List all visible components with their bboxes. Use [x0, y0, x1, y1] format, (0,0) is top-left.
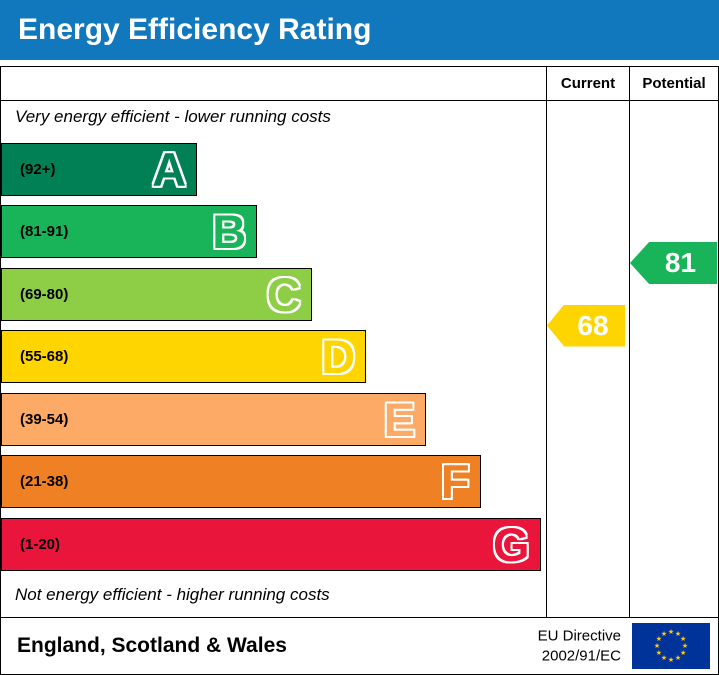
- eu-flag-icon: ★ ★ ★ ★ ★ ★ ★ ★ ★ ★ ★ ★: [632, 623, 710, 669]
- eu-flag-star: ★: [654, 642, 660, 650]
- band-letter: D: [321, 330, 356, 384]
- band-letter: A: [152, 142, 187, 196]
- potential-rating-value: 81: [664, 247, 697, 278]
- band-bar-b: (81-91) B: [1, 205, 258, 259]
- current-rating-arrow: 68: [547, 304, 625, 347]
- band-range-label: (21-38): [20, 473, 69, 491]
- band-row-g: (1-20) G: [1, 513, 546, 576]
- band-row-c: (69-80) C: [1, 263, 546, 326]
- band-bar-e: (39-54) E: [1, 392, 427, 446]
- rating-chart: Current Potential Very energy efficient …: [0, 66, 719, 618]
- band-bar-g: (1-20) G: [1, 517, 541, 571]
- eu-flag-star: ★: [675, 630, 681, 638]
- eu-flag-star: ★: [680, 635, 686, 643]
- eu-flag-star: ★: [682, 642, 688, 650]
- current-column-divider: [546, 67, 547, 617]
- current-rating-value: 68: [577, 309, 609, 341]
- eu-directive-line2: 2002/91/EC: [541, 647, 621, 664]
- band-row-e: (39-54) E: [1, 388, 546, 451]
- band-row-d: (55-68) D: [1, 326, 546, 389]
- rating-bands: (92+) A (81-91) B (69-80) C (55-68): [1, 138, 546, 576]
- header-banner: Energy Efficiency Rating: [0, 0, 719, 60]
- potential-column-divider: [629, 67, 630, 617]
- column-header-divider: [1, 100, 718, 101]
- footer: England, Scotland & Wales EU Directive 2…: [0, 618, 719, 675]
- eu-directive-line1: EU Directive: [537, 627, 621, 645]
- band-range-label: (92+): [20, 160, 56, 178]
- eu-flag-star: ★: [668, 656, 674, 664]
- eu-flag-star: ★: [656, 649, 662, 657]
- eu-flag-star: ★: [656, 635, 662, 643]
- bottom-note: Not energy efficient - higher running co…: [15, 585, 330, 604]
- band-bar-c: (69-80) C: [1, 267, 312, 321]
- current-column-header: Current: [560, 75, 616, 92]
- eu-flag-star: ★: [661, 654, 667, 662]
- band-row-b: (81-91) B: [1, 201, 546, 264]
- band-bar-d: (55-68) D: [1, 330, 367, 384]
- top-note: Very energy efficient - lower running co…: [15, 107, 331, 126]
- band-letter: E: [383, 392, 416, 446]
- eu-flag-star: ★: [680, 649, 686, 657]
- band-bar-f: (21-38) F: [1, 455, 481, 509]
- band-range-label: (1-20): [20, 535, 61, 553]
- band-letter: B: [212, 205, 247, 259]
- eu-flag-star: ★: [668, 628, 674, 636]
- band-letter: F: [440, 455, 470, 509]
- band-range-label: (81-91): [20, 223, 69, 241]
- band-row-f: (21-38) F: [1, 451, 546, 514]
- band-bar-a: (92+) A: [1, 142, 198, 196]
- page-title: Energy Efficiency Rating: [18, 13, 372, 46]
- band-letter: C: [266, 267, 301, 321]
- band-row-a: (92+) A: [1, 138, 546, 201]
- region-label: England, Scotland & Wales: [17, 634, 287, 657]
- band-letter: G: [492, 517, 530, 571]
- potential-rating-arrow: 81: [630, 242, 717, 284]
- eu-flag-field: [632, 623, 710, 669]
- potential-column-header: Potential: [642, 75, 706, 92]
- eu-flag-star: ★: [661, 630, 667, 638]
- eu-directive-text: EU Directive 2002/91/EC: [538, 627, 621, 666]
- band-range-label: (69-80): [20, 285, 69, 303]
- band-range-label: (39-54): [20, 410, 69, 428]
- band-range-label: (55-68): [20, 348, 69, 366]
- eu-flag-star: ★: [675, 654, 681, 662]
